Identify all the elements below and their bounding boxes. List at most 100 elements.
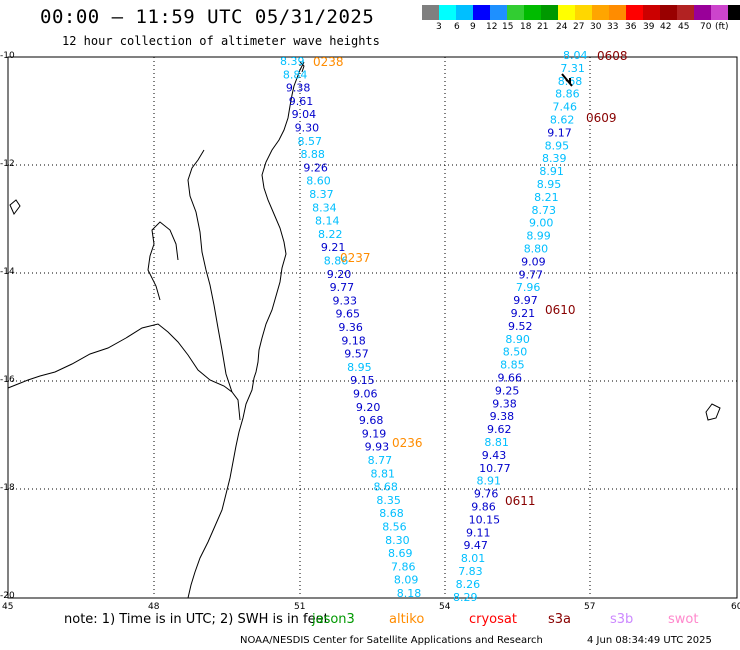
- satellite-legend-item: altiko: [389, 612, 425, 627]
- latitude-label: -18: [0, 483, 15, 493]
- wave-height-value: 9.38: [490, 410, 515, 423]
- wave-height-value: 9.61: [289, 95, 314, 108]
- wave-height-value: 8.60: [306, 175, 331, 188]
- color-swatch: [422, 5, 439, 20]
- pass-time-label: 0609: [586, 111, 617, 125]
- wave-height-value: 9.76: [474, 488, 499, 501]
- map-frame: [7, 56, 738, 599]
- wave-height-value: 8.91: [539, 165, 564, 178]
- wave-height-value: 8.86: [324, 255, 349, 268]
- color-scale-label: 39: [643, 22, 655, 32]
- wave-height-value: 9.11: [466, 526, 491, 539]
- wave-height-value: 7.46: [553, 101, 578, 114]
- color-swatch: [728, 5, 740, 20]
- color-scale-label: 3: [436, 22, 442, 32]
- track-direction-arrow: [561, 73, 573, 87]
- wave-height-value: 8.91: [477, 475, 502, 488]
- pass-time-label: 0236: [392, 436, 423, 450]
- wave-height-value: 9.04: [292, 108, 317, 121]
- wave-height-value: 9.62: [487, 423, 512, 436]
- wave-height-value: 9.36: [338, 321, 363, 334]
- wave-height-value: 8.21: [534, 191, 559, 204]
- pass-time-label: 0238: [313, 55, 344, 69]
- wave-height-value: 8.73: [532, 204, 557, 217]
- color-scale-label: 18: [520, 22, 532, 32]
- longitude-label: 45: [2, 602, 14, 612]
- satellite-legend-item: swot: [668, 612, 699, 627]
- wave-height-value: 8.01: [461, 552, 486, 565]
- wave-height-value: 7.86: [391, 560, 416, 573]
- wave-height-value: 7.96: [516, 281, 541, 294]
- wave-height-value: 9.30: [295, 122, 320, 135]
- color-swatch: [456, 5, 473, 20]
- wave-height-value: 9.43: [482, 449, 507, 462]
- satellite-legend-item: cryosat: [469, 612, 517, 627]
- color-scale-label: 45: [678, 22, 690, 32]
- wave-height-value: 9.86: [471, 501, 496, 514]
- generated-timestamp: 4 Jun 08:34:49 UTC 2025: [587, 635, 712, 646]
- color-swatch: [507, 5, 524, 20]
- color-swatch: [592, 5, 609, 20]
- color-swatch: [439, 5, 456, 20]
- color-scale-labels: 3 6 9 12 15 18 21 24 27 30 33 36 39 42 45 70 (ft): [0, 22, 740, 34]
- wave-height-value: 8.81: [371, 467, 396, 480]
- wave-height-value: 9.65: [335, 308, 360, 321]
- madagascar-west-coast: [7, 323, 241, 421]
- pass-time-label: 0611: [505, 494, 536, 508]
- wave-height-value: 8.80: [524, 243, 549, 256]
- wave-height-value: 9.97: [513, 294, 538, 307]
- longitude-label: 54: [439, 602, 451, 612]
- wave-height-value: 8.26: [456, 578, 481, 591]
- altimeter-tracks: 8.398.849.389.619.049.308.578.889.268.60…: [280, 49, 628, 604]
- wave-height-value: 8.68: [373, 481, 398, 494]
- wave-height-value: 9.15: [350, 374, 375, 387]
- wave-height-value: 9.26: [303, 161, 328, 174]
- pass-time-label: 0237: [340, 251, 371, 265]
- color-swatch: [660, 5, 677, 20]
- wave-height-value: 8.62: [550, 114, 575, 127]
- wave-height-value: 8.95: [545, 139, 570, 152]
- color-scale-label: 24: [556, 22, 568, 32]
- wave-height-value: 8.39: [280, 55, 305, 68]
- longitude-label: 48: [148, 602, 160, 612]
- madagascar-coastline: [187, 61, 305, 599]
- color-swatch: [575, 5, 592, 20]
- satellite-legend-item: jason3: [312, 612, 355, 627]
- longitude-label: 60: [731, 602, 740, 612]
- wave-height-value: 9.09: [521, 255, 546, 268]
- color-scale-label: 36: [625, 22, 637, 32]
- wave-height-value: 8.88: [300, 148, 325, 161]
- wave-height-value: 8.99: [526, 230, 551, 243]
- wave-height-value: 8.35: [376, 494, 401, 507]
- credit-line: NOAA/NESDIS Center for Satellite Applica…: [240, 635, 543, 646]
- color-scale-label: (ft): [715, 22, 729, 32]
- color-swatch: [524, 5, 541, 20]
- map-title: 00:00 – 11:59 UTC 05/31/2025: [40, 6, 375, 28]
- wave-height-value: 9.68: [359, 414, 384, 427]
- color-scale-label: 12: [486, 22, 498, 32]
- color-swatch: [609, 5, 626, 20]
- color-swatch: [541, 5, 558, 20]
- color-swatch: [558, 5, 575, 20]
- wave-height-value: 10.77: [479, 462, 511, 475]
- color-scale-label: 15: [502, 22, 514, 32]
- color-scale-label: 6: [454, 22, 460, 32]
- wave-height-value: 8.81: [484, 436, 509, 449]
- wave-height-value: 8.50: [503, 346, 528, 359]
- wave-height-value: 9.20: [327, 268, 352, 281]
- color-swatch: [643, 5, 660, 20]
- islet-small-north: [299, 61, 305, 73]
- islet-west: [9, 199, 21, 215]
- latitude-label: -14: [0, 267, 15, 277]
- color-swatch: [490, 5, 507, 20]
- color-scale-label: 70: [700, 22, 712, 32]
- wave-height-value: 9.25: [495, 384, 520, 397]
- wave-height-value: 9.66: [498, 372, 523, 385]
- latitude-label: -10: [0, 51, 15, 61]
- wave-height-value: 8.85: [500, 359, 525, 372]
- wave-height-value: 8.84: [283, 68, 308, 81]
- graticule: [8, 57, 737, 597]
- footer-note: note: 1) Time is in UTC; 2) SWH is in fe…: [64, 612, 329, 627]
- satellite-legend-item: s3b: [610, 612, 634, 627]
